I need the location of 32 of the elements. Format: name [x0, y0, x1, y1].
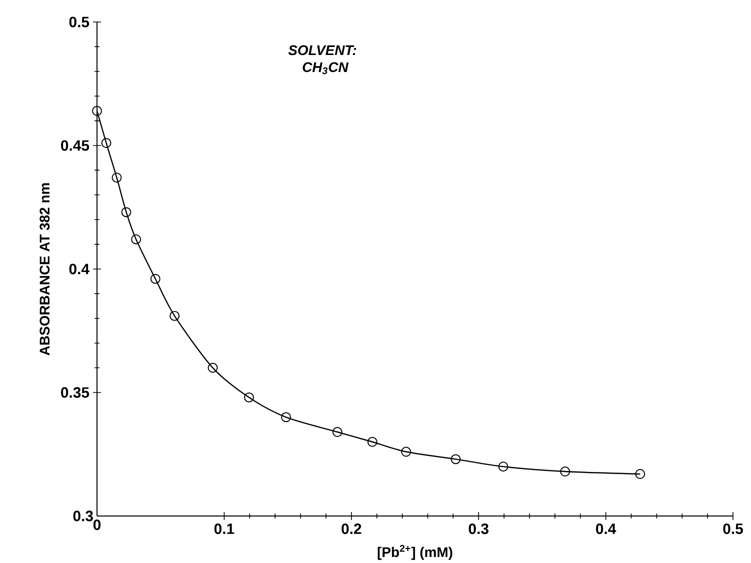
x-tick-label: 0.1: [214, 523, 234, 534]
y-axis-title: ABSORBANCE AT 382 nm: [40, 183, 50, 356]
y-tick-label: 0.4: [69, 264, 90, 274]
point: [131, 234, 142, 244]
point: [560, 466, 570, 476]
point: [332, 426, 342, 437]
x-tick-label: 0.3: [468, 523, 488, 534]
annotation: CH$_{3}$CN: [302, 62, 349, 74]
y-tick-label: 0.3: [73, 510, 93, 522]
y-tick-label: 0.45: [61, 140, 90, 151]
point: [635, 468, 646, 479]
x-tick-label: 0.2: [342, 523, 362, 534]
x-axis-title: [Pb$^{2+}$] (mM): [378, 544, 452, 560]
point: [244, 392, 254, 402]
point: [121, 207, 132, 218]
annotation: SOLVENT:: [288, 45, 356, 56]
x-tick-label: 0.5: [723, 523, 743, 534]
point: [367, 436, 378, 447]
point: [101, 138, 112, 148]
point: [208, 362, 218, 373]
point: [498, 462, 508, 472]
x-tick-label: 0: [93, 519, 101, 530]
point: [170, 310, 180, 321]
point: [450, 454, 461, 464]
point: [112, 172, 122, 183]
point: [92, 106, 102, 116]
y-tick-label: 0.5: [69, 16, 90, 28]
y-tick-label: 0.35: [61, 387, 90, 398]
point: [401, 446, 412, 457]
point: [281, 412, 292, 422]
point: [150, 274, 160, 284]
x-tick-label: 0.4: [596, 523, 616, 534]
